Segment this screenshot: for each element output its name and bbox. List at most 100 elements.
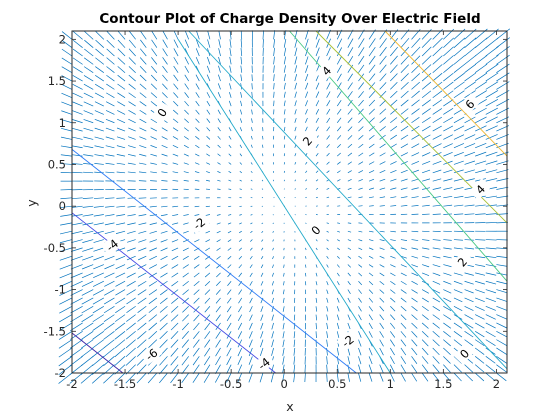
field-arrow	[368, 117, 375, 124]
field-arrow	[215, 280, 221, 287]
field-arrow	[293, 347, 296, 356]
field-arrow	[368, 306, 373, 312]
field-arrow	[103, 372, 115, 384]
field-arrow	[72, 48, 83, 57]
field-arrow	[400, 339, 407, 347]
field-arrow	[432, 204, 441, 207]
field-arrow	[181, 322, 189, 331]
field-arrow	[136, 347, 147, 357]
field-arrow	[116, 197, 126, 199]
field-arrow	[139, 83, 147, 90]
field-arrow	[238, 247, 242, 251]
field-arrow	[485, 372, 496, 382]
field-arrow	[173, 101, 179, 107]
field-arrow	[72, 145, 83, 149]
field-arrow	[389, 356, 395, 365]
field-arrow	[261, 179, 264, 182]
field-arrow	[496, 372, 507, 382]
field-arrow	[422, 169, 431, 174]
field-arrow	[70, 272, 83, 279]
field-arrow	[400, 81, 409, 90]
field-arrow	[390, 46, 398, 57]
contour-label-background	[304, 219, 327, 242]
field-arrow	[347, 91, 353, 98]
field-arrow	[226, 297, 232, 304]
field-arrow	[239, 170, 242, 174]
field-arrow	[347, 272, 351, 277]
field-arrow	[390, 230, 396, 233]
field-arrow	[71, 222, 83, 226]
field-arrow	[140, 30, 147, 40]
field-arrow	[337, 161, 341, 165]
field-arrow	[160, 264, 168, 269]
field-arrow	[432, 134, 442, 140]
field-arrow	[115, 255, 126, 261]
field-arrow	[411, 289, 418, 294]
field-arrow	[172, 136, 179, 140]
field-arrow	[411, 322, 418, 329]
field-arrow	[474, 90, 487, 99]
field-arrow	[368, 255, 374, 259]
field-arrow	[182, 306, 189, 313]
field-arrow	[326, 222, 329, 224]
field-arrow	[58, 356, 73, 367]
field-arrow	[315, 56, 320, 65]
field-arrow	[183, 144, 189, 149]
field-arrow	[248, 339, 253, 348]
field-arrow	[72, 39, 83, 48]
field-arrow	[105, 136, 115, 140]
field-arrow	[485, 151, 498, 157]
field-arrow	[59, 272, 73, 279]
field-arrow	[464, 330, 474, 338]
field-arrow	[400, 314, 407, 321]
field-arrow	[326, 256, 329, 259]
field-arrow	[315, 314, 317, 321]
field-arrow	[432, 46, 443, 57]
field-arrow	[315, 126, 319, 132]
field-arrow	[273, 56, 275, 65]
field-arrow	[159, 322, 168, 331]
field-arrow	[259, 372, 264, 383]
field-arrow	[326, 331, 329, 338]
field-arrow	[485, 125, 498, 132]
field-arrow	[390, 117, 398, 124]
field-arrow	[59, 297, 73, 305]
field-arrow	[305, 188, 307, 190]
field-arrow	[271, 331, 274, 339]
field-arrow	[347, 230, 352, 233]
field-arrow	[411, 230, 419, 233]
field-arrow	[432, 72, 443, 82]
field-arrow	[238, 289, 243, 295]
field-arrow	[92, 280, 104, 287]
field-arrow	[159, 306, 168, 313]
field-arrow	[283, 153, 286, 157]
field-arrow	[411, 73, 421, 82]
field-arrow	[336, 91, 342, 98]
field-arrow	[172, 214, 179, 217]
field-arrow	[294, 82, 297, 90]
field-arrow	[262, 144, 264, 148]
y-tick-label: 2	[59, 32, 66, 46]
field-arrow	[379, 38, 387, 48]
field-arrow	[172, 171, 179, 174]
field-arrow	[238, 230, 242, 234]
field-arrow	[58, 330, 73, 340]
field-arrow	[227, 230, 232, 234]
field-arrow	[149, 247, 158, 252]
field-arrow	[336, 372, 339, 382]
field-arrow	[227, 281, 232, 286]
field-arrow	[251, 127, 253, 132]
field-arrow	[93, 272, 104, 279]
field-arrow	[390, 239, 396, 242]
field-arrow	[138, 222, 147, 226]
field-arrow	[93, 239, 104, 243]
field-arrow	[305, 65, 309, 73]
field-arrow	[464, 280, 474, 285]
contour-label-background	[453, 342, 476, 365]
field-arrow	[496, 289, 508, 294]
field-arrow	[195, 74, 200, 82]
field-arrow	[400, 331, 407, 338]
field-arrow	[485, 90, 499, 99]
field-arrow	[172, 118, 179, 124]
field-arrow	[475, 272, 486, 276]
